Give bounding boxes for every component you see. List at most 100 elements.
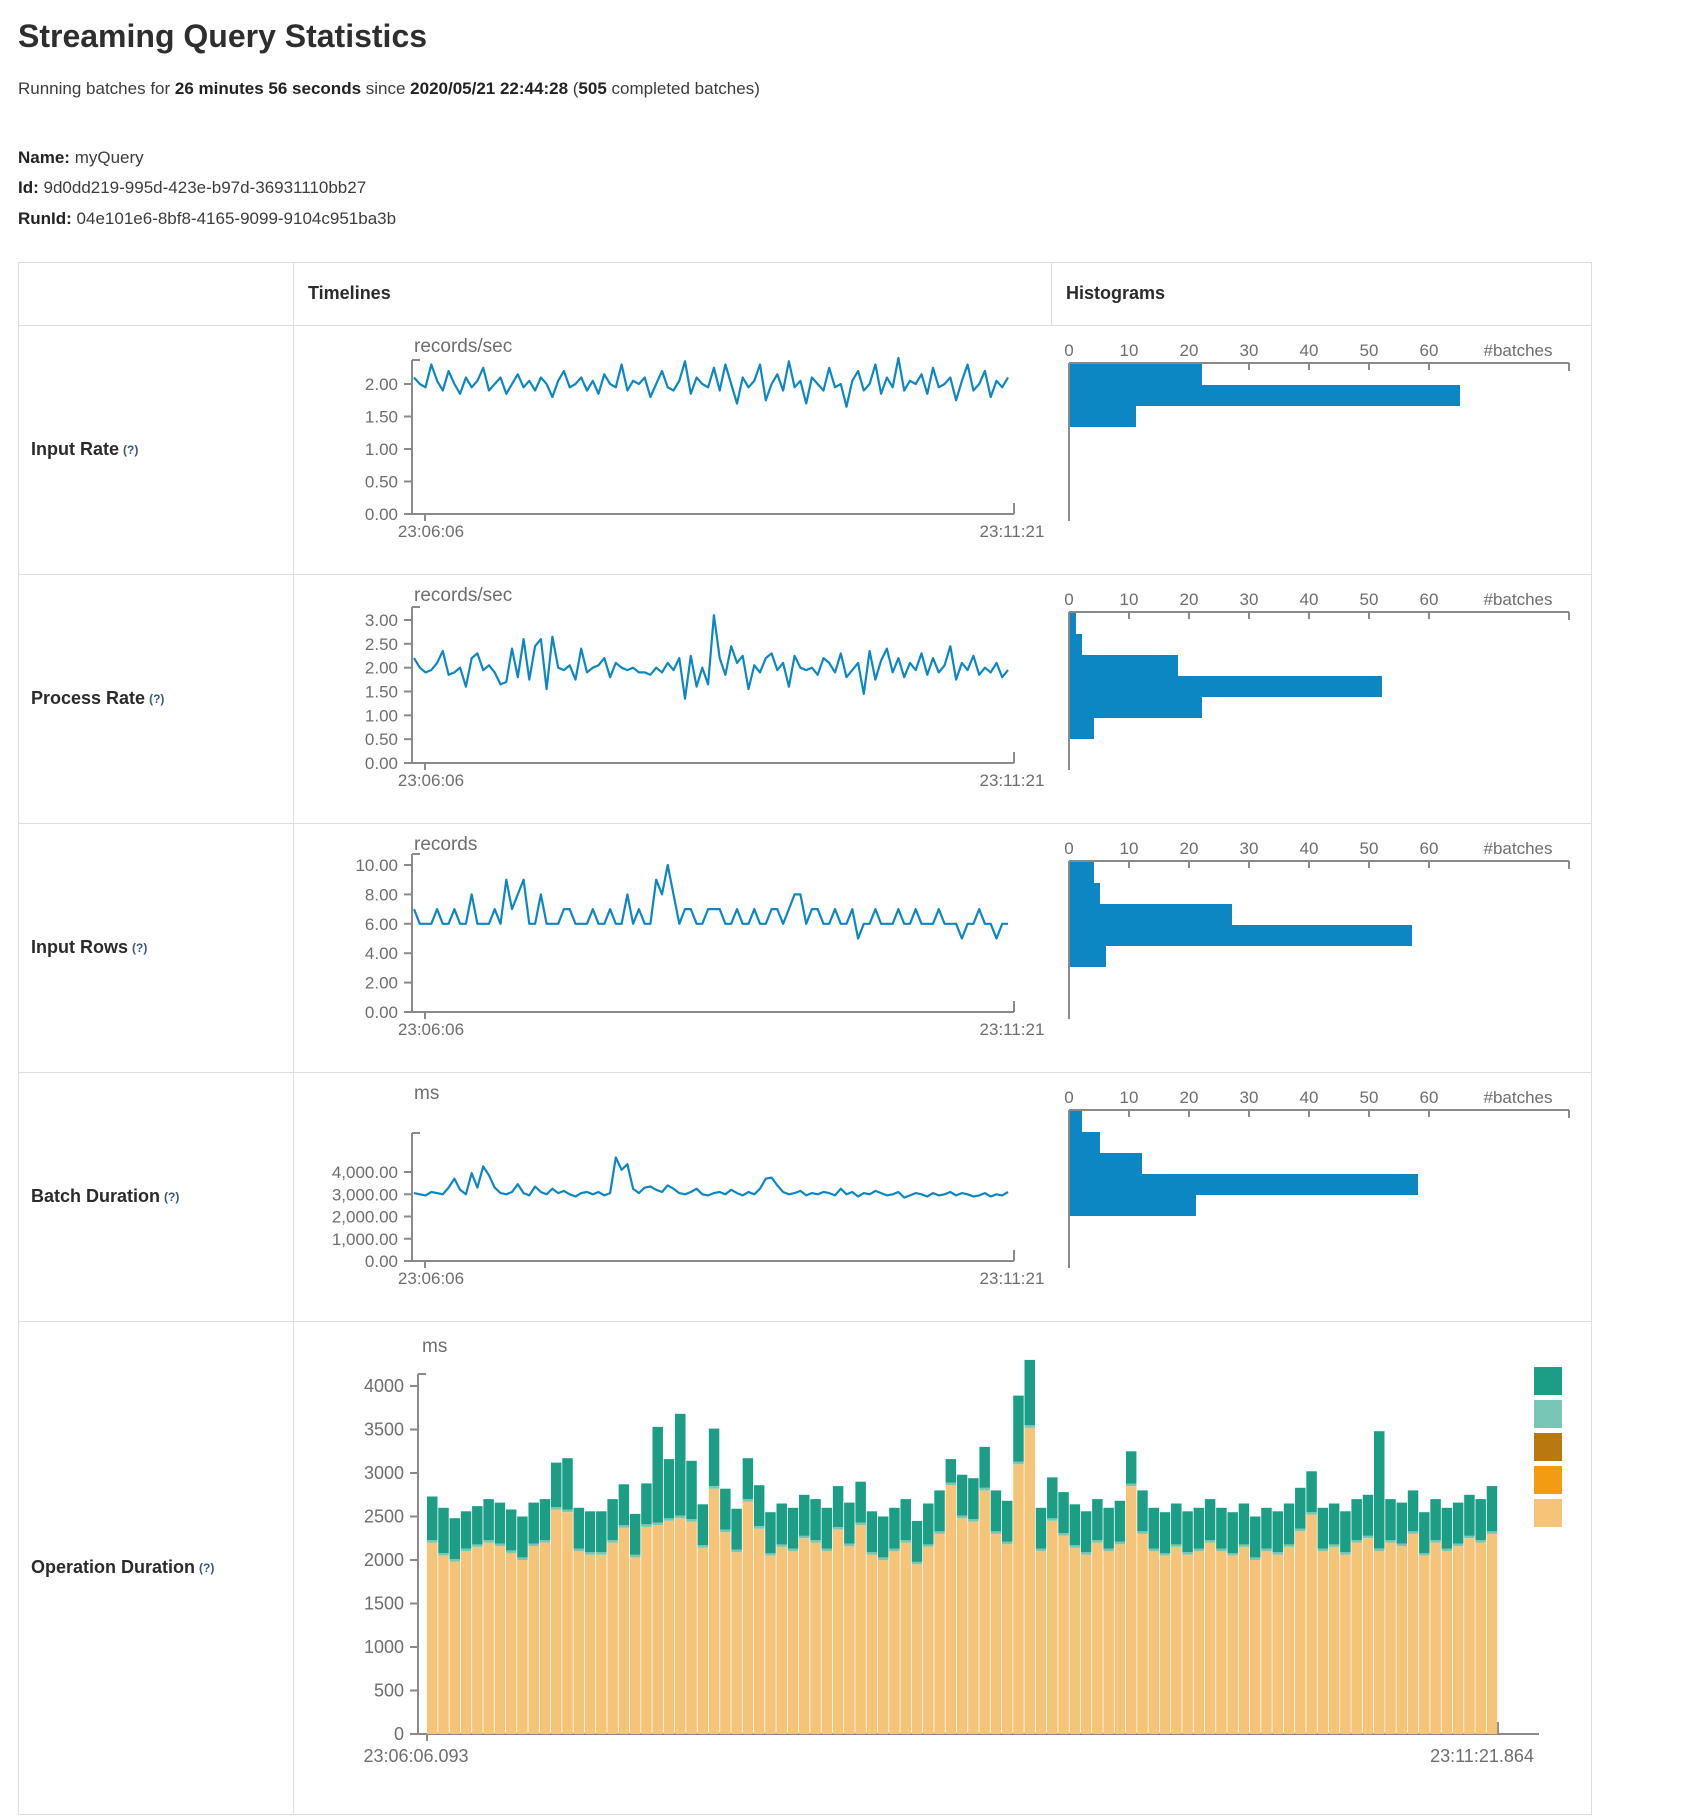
svg-text:1.50: 1.50: [365, 407, 398, 426]
svg-text:60: 60: [1420, 341, 1439, 360]
svg-text:1500: 1500: [364, 1593, 404, 1613]
status-suffix: completed batches): [606, 79, 760, 98]
svg-text:8.00: 8.00: [365, 885, 398, 904]
query-name-value: myQuery: [69, 148, 144, 167]
input-rate-label: Input Rate: [31, 439, 119, 460]
svg-text:10.00: 10.00: [355, 856, 398, 875]
status-duration: 26 minutes 56 seconds: [174, 79, 362, 98]
operation-duration-help-icon[interactable]: (?): [199, 1560, 215, 1575]
svg-text:2500: 2500: [364, 1506, 404, 1526]
process-rate-help-icon[interactable]: (?): [149, 691, 165, 706]
svg-text:23:06:06: 23:06:06: [398, 1269, 464, 1288]
svg-text:records/sec: records/sec: [414, 585, 512, 606]
input-rate-label-cell: Input Rate (?): [19, 325, 294, 574]
input-rows-timeline-chart: records 0.00 2.00 4.00 6.00 8.00 10.00 23:06:06…: [294, 824, 1052, 1072]
svg-text:records/sec: records/sec: [414, 336, 512, 357]
svg-text:23:06:06.093: 23:06:06.093: [363, 1746, 468, 1766]
status-start-time: 2020/05/21 22:44:28: [410, 79, 569, 98]
batch-duration-help-icon[interactable]: (?): [164, 1189, 180, 1204]
svg-text:0.00: 0.00: [365, 1003, 398, 1022]
svg-text:23:11:21: 23:11:21: [980, 1269, 1045, 1288]
svg-text:1.00: 1.00: [365, 706, 398, 725]
svg-text:10: 10: [1120, 590, 1139, 609]
query-runid-line: RunId: 04e101e6-8bf8-4165-9099-9104c951b…: [18, 204, 1693, 234]
svg-text:2,000.00: 2,000.00: [332, 1207, 398, 1226]
operation-duration-stacked-chart: ms 0 500 1000 1500 2000 2500 3000 3500 4000 23:06:…: [294, 1322, 1593, 1814]
svg-text:10: 10: [1120, 341, 1139, 360]
svg-text:2.50: 2.50: [365, 635, 398, 654]
input-rows-label-cell: Input Rows (?): [19, 823, 294, 1072]
svg-text:#batches: #batches: [1484, 590, 1553, 609]
svg-text:0: 0: [394, 1724, 404, 1744]
header-timelines: Timelines: [294, 262, 1052, 325]
process-rate-row: Process Rate (?) records/sec 0.00 0.50 1.00…: [19, 573, 1593, 823]
query-id-line: Id: 9d0dd219-995d-423e-b97d-36931110bb27: [18, 173, 1693, 203]
input-rows-row: Input Rows (?) records 0.00 2.00 4.00 6.00 8.…: [19, 822, 1593, 1072]
svg-text:0.50: 0.50: [365, 730, 398, 749]
input-rate-help-icon[interactable]: (?): [123, 442, 139, 457]
status-batches-count: 505: [578, 79, 607, 98]
batch-duration-histogram-chart: 0 10 20 30 40 50 60 #batches: [1052, 1073, 1593, 1321]
svg-text:records: records: [414, 834, 477, 855]
svg-text:20: 20: [1180, 839, 1199, 858]
svg-text:ms: ms: [414, 1083, 439, 1104]
svg-text:2000: 2000: [364, 1550, 404, 1570]
running-batches-status: Running batches for 26 minutes 56 second…: [18, 79, 1693, 99]
batch-duration-label-cell: Batch Duration (?): [19, 1072, 294, 1321]
table-header-row: Timelines Histograms: [19, 262, 1591, 325]
svg-text:2.00: 2.00: [365, 973, 398, 992]
svg-text:1.50: 1.50: [365, 682, 398, 701]
operation-duration-label-cell: Operation Duration (?): [19, 1321, 294, 1814]
svg-text:3500: 3500: [364, 1419, 404, 1439]
svg-text:ms: ms: [422, 1336, 447, 1357]
svg-text:23:11:21: 23:11:21: [980, 1020, 1045, 1039]
svg-text:40: 40: [1300, 590, 1319, 609]
svg-text:0: 0: [1064, 341, 1073, 360]
svg-text:60: 60: [1420, 1088, 1439, 1107]
header-empty-cell: [19, 262, 294, 325]
page-title: Streaming Query Statistics: [18, 18, 428, 54]
svg-text:50: 50: [1360, 839, 1379, 858]
svg-text:3.00: 3.00: [365, 611, 398, 630]
input-rows-histogram-chart: 0 10 20 30 40 50 60 #batches: [1052, 824, 1593, 1072]
svg-text:0: 0: [1064, 839, 1073, 858]
input-rows-help-icon[interactable]: (?): [132, 940, 148, 955]
svg-text:23:11:21: 23:11:21: [980, 522, 1045, 541]
operation-duration-row: Operation Duration (?) ms 0 500 1000 1500 200…: [19, 1320, 1593, 1814]
svg-text:3000: 3000: [364, 1463, 404, 1483]
process-rate-label: Process Rate: [31, 688, 146, 709]
svg-text:40: 40: [1300, 1088, 1319, 1107]
svg-text:500: 500: [374, 1680, 404, 1700]
svg-text:10: 10: [1120, 1088, 1139, 1107]
svg-text:30: 30: [1240, 839, 1259, 858]
status-prefix: Running batches for: [18, 79, 175, 98]
query-name-label: Name:: [18, 148, 70, 167]
process-rate-label-cell: Process Rate (?): [19, 574, 294, 823]
input-rate-row: Input Rate (?) records/sec 0.00 0.50 1.00 1.…: [19, 324, 1593, 574]
batch-duration-row: Batch Duration (?) ms 0.00 1,000.00 2,000.0…: [19, 1071, 1593, 1321]
input-rate-histogram-chart: 0 10 20 30 40 50 60 #batches: [1052, 326, 1593, 574]
svg-text:0.00: 0.00: [365, 754, 398, 773]
svg-text:0.00: 0.00: [365, 505, 398, 524]
svg-text:#batches: #batches: [1484, 341, 1553, 360]
svg-text:60: 60: [1420, 590, 1439, 609]
svg-text:2.00: 2.00: [365, 658, 398, 677]
svg-text:0.50: 0.50: [365, 472, 398, 491]
status-middle: since: [361, 79, 411, 98]
query-runid-value: 04e101e6-8bf8-4165-9099-9104c951ba3b: [71, 208, 397, 228]
svg-text:20: 20: [1180, 590, 1199, 609]
input-rows-label: Input Rows: [31, 937, 128, 958]
svg-text:30: 30: [1240, 341, 1259, 360]
svg-text:23:06:06: 23:06:06: [398, 522, 464, 541]
header-histograms: Histograms: [1066, 283, 1166, 304]
svg-text:0.00: 0.00: [365, 1252, 398, 1271]
svg-text:23:11:21.864: 23:11:21.864: [1430, 1746, 1534, 1766]
process-rate-histogram-chart: 0 10 20 30 40 50 60 #batches: [1052, 575, 1593, 823]
svg-text:#batches: #batches: [1484, 839, 1553, 858]
svg-text:2.00: 2.00: [365, 375, 398, 394]
query-runid-label: RunId:: [18, 208, 72, 228]
svg-text:4,000.00: 4,000.00: [332, 1163, 398, 1182]
svg-text:20: 20: [1180, 1088, 1199, 1107]
svg-text:0: 0: [1064, 1088, 1073, 1107]
